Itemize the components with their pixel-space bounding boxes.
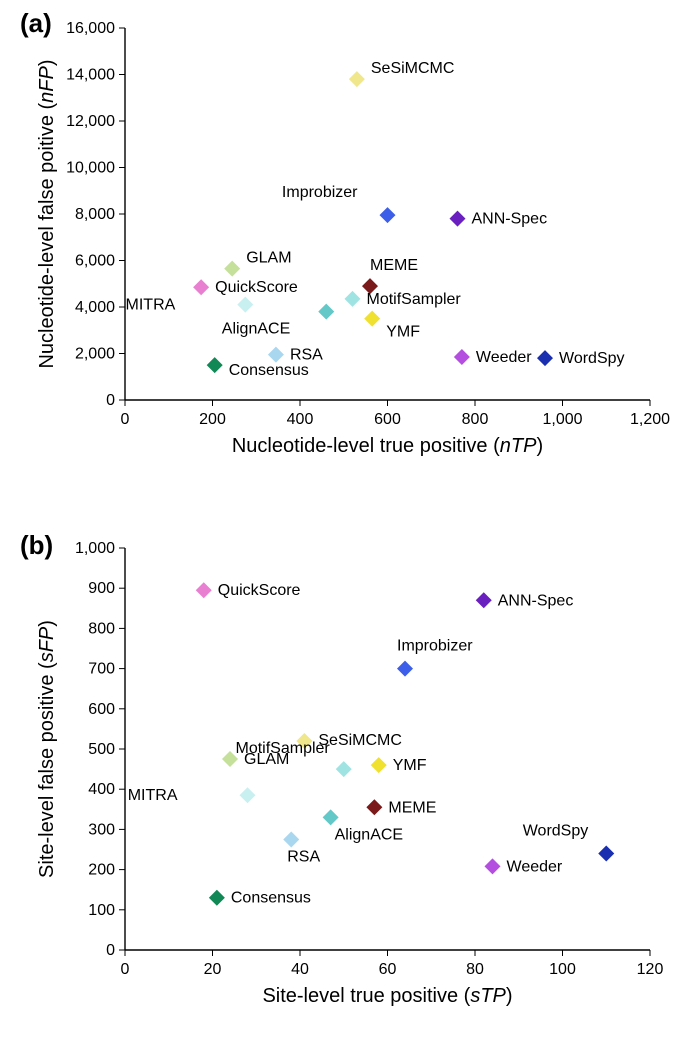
data-point-consensus: [207, 357, 223, 373]
x-tick-label: 1,200: [630, 411, 670, 428]
data-point-label-meme: MEME: [388, 799, 436, 816]
data-point-label-quickscore: QuickScore: [215, 279, 298, 296]
data-point-label-improbizer: Improbizer: [282, 184, 358, 201]
y-tick-label: 2,000: [75, 346, 115, 363]
data-point-improbizer: [380, 207, 396, 223]
y-tick-label: 400: [88, 781, 115, 798]
y-tick-label: 10,000: [66, 160, 115, 177]
y-axis-label: Site-level false positive (sFP): [36, 620, 58, 878]
x-tick-label: 120: [637, 961, 664, 978]
data-point-label-weeder: Weeder: [507, 858, 563, 875]
data-point-improbizer: [397, 661, 413, 677]
data-point-quickscore: [193, 279, 209, 295]
x-axis-label: Site-level true positive (sTP): [262, 985, 512, 1007]
x-tick-label: 80: [466, 961, 484, 978]
y-tick-label: 0: [106, 392, 115, 409]
data-point-label-improbizer: Improbizer: [397, 638, 473, 655]
x-tick-label: 600: [374, 411, 401, 428]
x-tick-label: 0: [121, 961, 130, 978]
data-point-label-mitra: MITRA: [126, 297, 176, 314]
data-point-label-motifsampler: MotifSampler: [236, 740, 331, 757]
x-axis-label: Nucleotide-level true positive (nTP): [232, 435, 543, 457]
data-point-label-alignace: AlignACE: [335, 826, 403, 843]
data-point-label-ymf: YMF: [393, 757, 427, 774]
x-tick-label: 0: [121, 411, 130, 428]
data-point-label-rsa: RSA: [290, 347, 323, 364]
data-point-ymf: [364, 311, 380, 327]
data-point-label-sesimcmc: SeSiMCMC: [318, 732, 402, 749]
y-tick-label: 1,000: [75, 540, 115, 557]
x-tick-label: 200: [199, 411, 226, 428]
data-point-label-mitra: MITRA: [128, 787, 178, 804]
data-point-motifsampler: [336, 761, 352, 777]
y-tick-label: 800: [88, 620, 115, 637]
data-point-glam: [224, 261, 240, 277]
y-tick-label: 16,000: [66, 20, 115, 37]
data-point-label-wordspy: WordSpy: [559, 350, 625, 367]
x-tick-label: 40: [291, 961, 309, 978]
data-point-label-rsa: RSA: [287, 848, 320, 865]
data-point-label-sesimcmc: SeSiMCMC: [371, 60, 455, 77]
y-tick-label: 12,000: [66, 113, 115, 130]
y-tick-label: 500: [88, 741, 115, 758]
data-point-label-ann-spec: ANN-Spec: [498, 592, 574, 609]
y-tick-label: 0: [106, 942, 115, 959]
x-tick-label: 800: [462, 411, 489, 428]
data-point-alignace: [318, 304, 334, 320]
y-tick-label: 4,000: [75, 299, 115, 316]
data-point-label-alignace: AlignACE: [222, 321, 290, 338]
x-tick-label: 400: [287, 411, 314, 428]
data-point-label-wordspy: WordSpy: [523, 823, 589, 840]
site-scatter-chart: 0 20 40 60 80 100 120 0 100 200 300 400 500 600 700 800…: [10, 530, 675, 1030]
y-tick-label: 600: [88, 701, 115, 718]
data-point-label-consensus: Consensus: [229, 362, 309, 379]
data-point-weeder: [454, 349, 470, 365]
data-point-label-motifsampler: MotifSampler: [367, 291, 462, 308]
data-point-ann-spec: [476, 592, 492, 608]
x-tick-label: 20: [204, 961, 222, 978]
data-point-consensus: [209, 890, 225, 906]
y-tick-label: 700: [88, 661, 115, 678]
data-point-alignace: [323, 809, 339, 825]
y-tick-label: 8,000: [75, 206, 115, 223]
nucleotide-scatter-chart: 0 200 400 600 800 1,000 1,200 0 2,000 4,000 6,000 8…: [10, 10, 675, 480]
x-tick-label: 100: [549, 961, 576, 978]
data-point-mitra: [237, 297, 253, 313]
data-point-label-quickscore: QuickScore: [218, 582, 301, 599]
y-axis-label: Nucleotide-level false poitive (nFP): [36, 59, 58, 368]
data-point-label-consensus: Consensus: [231, 890, 311, 907]
data-point-motifsampler: [345, 291, 361, 307]
y-tick-label: 300: [88, 821, 115, 838]
data-point-rsa: [283, 831, 299, 847]
data-point-label-ann-spec: ANN-Spec: [472, 211, 548, 228]
y-tick-label: 14,000: [66, 67, 115, 84]
y-tick-label: 6,000: [75, 253, 115, 270]
data-point-ymf: [371, 757, 387, 773]
data-point-label-meme: MEME: [370, 257, 418, 274]
data-point-label-ymf: YMF: [386, 324, 420, 341]
data-point-label-weeder: Weeder: [476, 349, 532, 366]
data-point-label-glam: GLAM: [246, 250, 291, 267]
data-point-meme: [366, 799, 382, 815]
data-point-sesimcmc: [349, 71, 365, 87]
data-point-rsa: [268, 347, 284, 363]
data-point-mitra: [240, 787, 256, 803]
y-tick-label: 100: [88, 902, 115, 919]
data-point-ann-spec: [450, 211, 466, 227]
data-point-weeder: [485, 858, 501, 874]
y-tick-label: 200: [88, 862, 115, 879]
data-point-wordspy: [537, 350, 553, 366]
y-tick-label: 900: [88, 580, 115, 597]
data-point-wordspy: [598, 846, 614, 862]
x-tick-label: 60: [379, 961, 397, 978]
x-tick-label: 1,000: [542, 411, 582, 428]
data-point-quickscore: [196, 582, 212, 598]
